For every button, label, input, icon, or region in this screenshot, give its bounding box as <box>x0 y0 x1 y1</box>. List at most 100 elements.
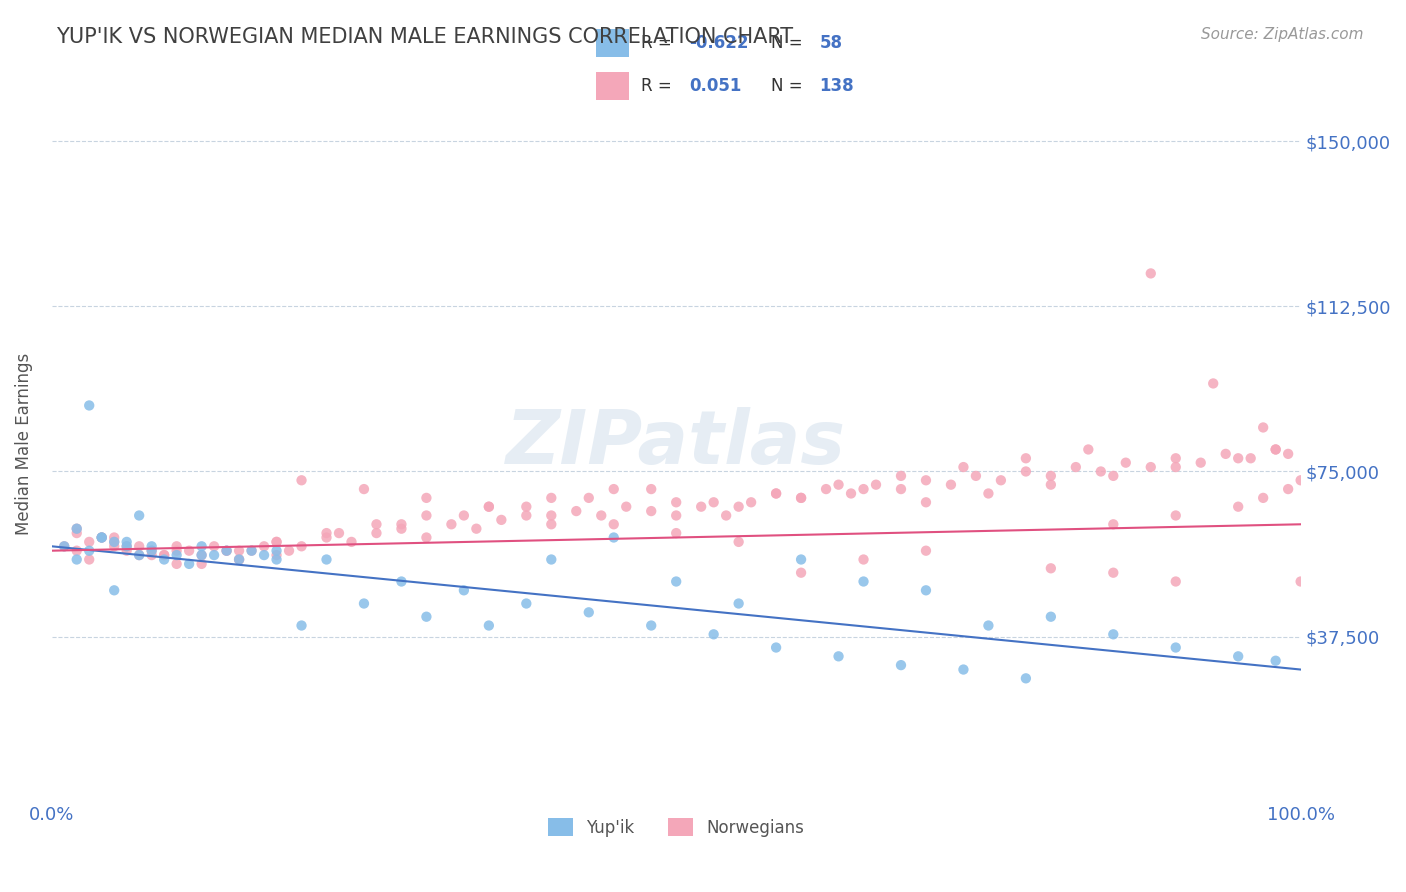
Point <box>190 548 212 562</box>
Point <box>1164 460 1187 475</box>
Point <box>128 508 150 523</box>
Point <box>1227 451 1250 466</box>
Point <box>1164 574 1187 589</box>
Point <box>890 468 912 483</box>
Point <box>827 649 849 664</box>
Point <box>1227 649 1250 664</box>
Text: 0.051: 0.051 <box>689 78 742 95</box>
Text: YUP'IK VS NORWEGIAN MEDIAN MALE EARNINGS CORRELATION CHART: YUP'IK VS NORWEGIAN MEDIAN MALE EARNINGS… <box>56 27 793 46</box>
Point <box>115 539 138 553</box>
Point <box>391 574 413 589</box>
Point <box>141 539 163 553</box>
Point <box>515 508 537 523</box>
Point <box>179 543 201 558</box>
Point <box>1227 500 1250 514</box>
Point <box>852 482 875 496</box>
Point <box>228 552 250 566</box>
Point <box>141 543 163 558</box>
Point <box>578 605 600 619</box>
Point <box>290 473 312 487</box>
Point <box>103 535 125 549</box>
Text: 58: 58 <box>820 34 842 52</box>
Point <box>1090 465 1112 479</box>
Point <box>1264 442 1286 457</box>
Legend: Yup'ik, Norwegians: Yup'ik, Norwegians <box>541 812 811 843</box>
Point <box>1277 482 1299 496</box>
Point <box>128 548 150 562</box>
Point <box>266 552 288 566</box>
Point <box>202 539 225 553</box>
Point <box>765 486 787 500</box>
Point <box>540 491 562 505</box>
Point <box>765 486 787 500</box>
Point <box>90 531 112 545</box>
Point <box>391 522 413 536</box>
Point <box>315 526 337 541</box>
Point <box>465 522 488 536</box>
Point <box>415 609 437 624</box>
Point <box>415 508 437 523</box>
Point <box>1102 566 1125 580</box>
Point <box>440 517 463 532</box>
Point <box>53 539 76 553</box>
Point <box>253 548 276 562</box>
Point <box>665 508 688 523</box>
Point <box>1251 491 1274 505</box>
Point <box>727 535 749 549</box>
Point <box>540 552 562 566</box>
Point <box>839 486 862 500</box>
Text: R =: R = <box>641 78 676 95</box>
Point <box>1164 451 1187 466</box>
Point <box>141 543 163 558</box>
Point <box>278 543 301 558</box>
Point <box>290 539 312 553</box>
Point <box>77 543 100 558</box>
Point <box>1164 508 1187 523</box>
Point <box>353 597 375 611</box>
Text: Source: ZipAtlas.com: Source: ZipAtlas.com <box>1201 27 1364 42</box>
Point <box>977 618 1000 632</box>
Point <box>665 526 688 541</box>
Point <box>90 531 112 545</box>
Point <box>1015 451 1038 466</box>
Point <box>478 500 501 514</box>
Point <box>1277 447 1299 461</box>
Point <box>640 618 662 632</box>
Point <box>703 627 725 641</box>
Point <box>790 552 813 566</box>
Point <box>727 500 749 514</box>
Point <box>366 517 388 532</box>
Point <box>315 552 337 566</box>
Point <box>603 531 626 545</box>
Point <box>1289 473 1312 487</box>
Point <box>603 482 626 496</box>
Text: 138: 138 <box>820 78 853 95</box>
FancyBboxPatch shape <box>596 29 628 57</box>
Point <box>90 531 112 545</box>
Point <box>1102 627 1125 641</box>
Point <box>915 543 938 558</box>
Point <box>852 574 875 589</box>
Point <box>128 539 150 553</box>
Point <box>540 517 562 532</box>
Point <box>228 552 250 566</box>
Point <box>515 597 537 611</box>
Point <box>202 548 225 562</box>
Point <box>591 508 613 523</box>
Point <box>727 597 749 611</box>
Point <box>1139 460 1161 475</box>
Point <box>77 399 100 413</box>
Point <box>952 663 974 677</box>
Text: -0.622: -0.622 <box>689 34 749 52</box>
Point <box>1039 609 1062 624</box>
Point <box>240 543 263 558</box>
Text: ZIPatlas: ZIPatlas <box>506 408 846 481</box>
Point <box>266 535 288 549</box>
Point <box>1015 465 1038 479</box>
Point <box>153 548 176 562</box>
Point <box>1251 420 1274 434</box>
Point <box>415 491 437 505</box>
Point <box>1240 451 1263 466</box>
Point <box>690 500 713 514</box>
Point <box>1202 376 1225 391</box>
